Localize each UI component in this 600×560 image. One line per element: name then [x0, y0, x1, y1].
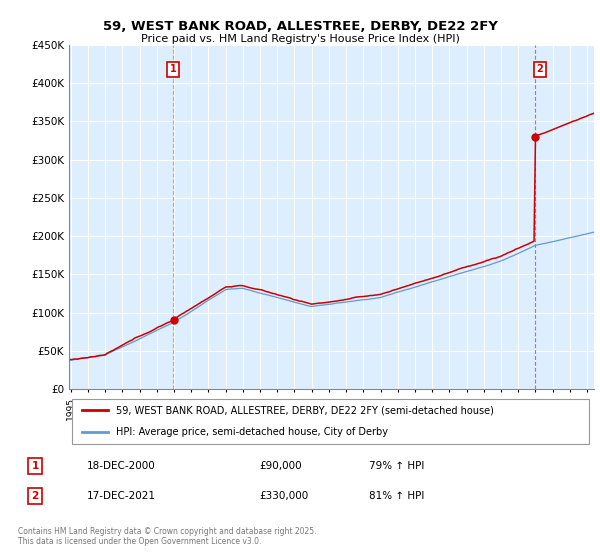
Text: 1: 1	[170, 64, 176, 74]
Text: 81% ↑ HPI: 81% ↑ HPI	[369, 491, 424, 501]
Text: Contains HM Land Registry data © Crown copyright and database right 2025.
This d: Contains HM Land Registry data © Crown c…	[18, 526, 317, 546]
FancyBboxPatch shape	[71, 399, 589, 444]
Text: £90,000: £90,000	[260, 461, 302, 471]
Text: 79% ↑ HPI: 79% ↑ HPI	[369, 461, 424, 471]
Text: Price paid vs. HM Land Registry's House Price Index (HPI): Price paid vs. HM Land Registry's House …	[140, 34, 460, 44]
Text: 18-DEC-2000: 18-DEC-2000	[87, 461, 155, 471]
Text: 2: 2	[31, 491, 38, 501]
Text: 17-DEC-2021: 17-DEC-2021	[87, 491, 156, 501]
Text: £330,000: £330,000	[260, 491, 309, 501]
Text: 1: 1	[31, 461, 38, 471]
Text: 59, WEST BANK ROAD, ALLESTREE, DERBY, DE22 2FY (semi-detached house): 59, WEST BANK ROAD, ALLESTREE, DERBY, DE…	[116, 405, 494, 416]
Text: 2: 2	[536, 64, 543, 74]
Text: 59, WEST BANK ROAD, ALLESTREE, DERBY, DE22 2FY: 59, WEST BANK ROAD, ALLESTREE, DERBY, DE…	[103, 20, 497, 32]
Text: HPI: Average price, semi-detached house, City of Derby: HPI: Average price, semi-detached house,…	[116, 427, 388, 437]
